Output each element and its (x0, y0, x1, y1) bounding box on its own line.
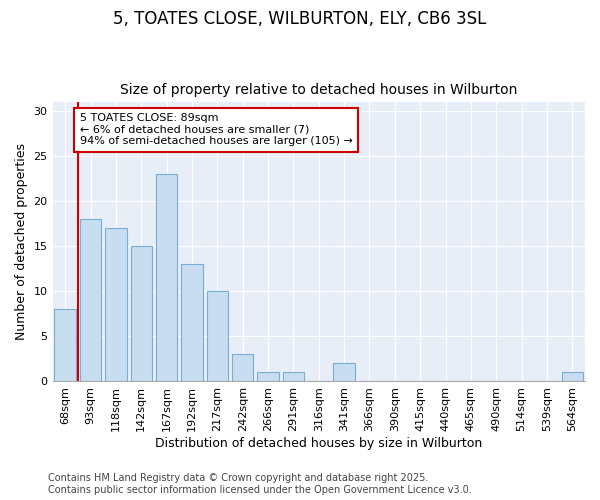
Bar (105, 228, 127, 382)
Bar (562, 372, 583, 382)
Bar (334, 364, 355, 382)
Title: Size of property relative to detached houses in Wilburton: Size of property relative to detached ho… (120, 83, 517, 97)
Bar (131, 246, 152, 382)
Y-axis label: Number of detached properties: Number of detached properties (15, 144, 28, 340)
Bar (80, 220, 101, 382)
Text: 5, TOATES CLOSE, WILBURTON, ELY, CB6 3SL: 5, TOATES CLOSE, WILBURTON, ELY, CB6 3SL (113, 10, 487, 28)
Bar (181, 264, 203, 382)
Bar (206, 292, 228, 382)
Bar (232, 354, 253, 382)
X-axis label: Distribution of detached houses by size in Wilburton: Distribution of detached houses by size … (155, 437, 482, 450)
Bar (257, 372, 279, 382)
Text: 5 TOATES CLOSE: 89sqm
← 6% of detached houses are smaller (7)
94% of semi-detach: 5 TOATES CLOSE: 89sqm ← 6% of detached h… (80, 113, 353, 146)
Bar (55, 310, 76, 382)
Text: Contains HM Land Registry data © Crown copyright and database right 2025.
Contai: Contains HM Land Registry data © Crown c… (48, 474, 472, 495)
Bar (283, 372, 304, 382)
Bar (156, 174, 178, 382)
